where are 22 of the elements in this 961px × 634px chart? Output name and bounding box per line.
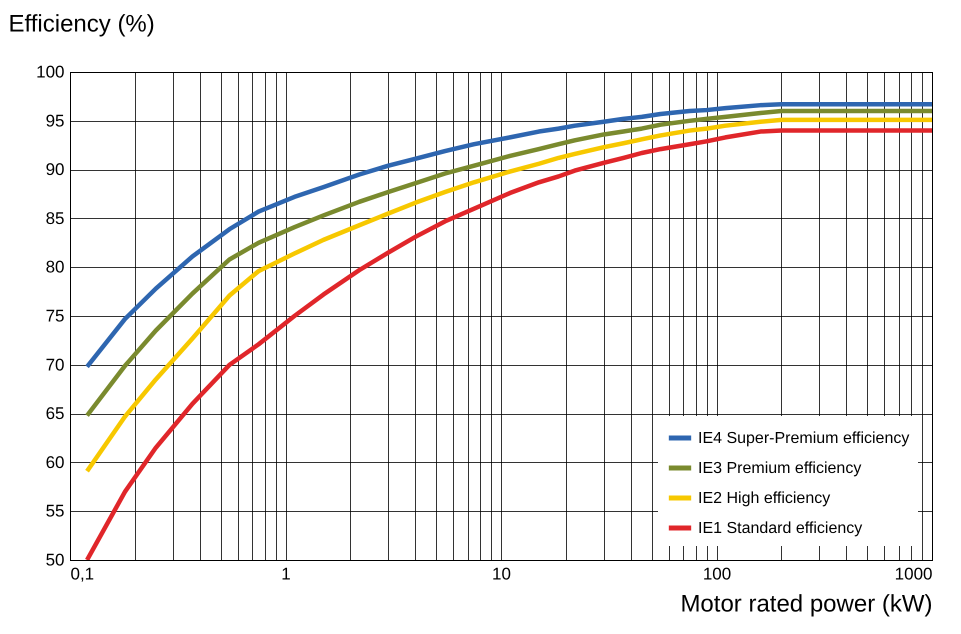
y-axis-title: Efficiency (%) <box>8 10 155 38</box>
x-tick-label: 1 <box>281 564 291 584</box>
x-tick-label: 0,1 <box>70 564 94 584</box>
x-tick-label: 10 <box>492 564 511 584</box>
y-tick-label: 50 <box>46 550 64 570</box>
legend-label: IE2 High efficiency <box>698 490 830 507</box>
y-tick-label: 60 <box>46 452 64 472</box>
y-tick-label: 70 <box>46 355 64 374</box>
y-tick-label: 85 <box>46 208 64 228</box>
y-tick-label: 65 <box>46 404 64 424</box>
y-tick-label: 95 <box>46 111 64 130</box>
y-tick-label: 55 <box>46 502 64 521</box>
x-tick-label: 100 <box>702 564 732 584</box>
legend-label: IE3 Premium efficiency <box>698 460 862 477</box>
y-tick-label: 100 <box>36 62 64 82</box>
legend-label: IE1 Standard efficiency <box>698 520 862 537</box>
y-tick-label: 75 <box>46 306 64 326</box>
legend-label: IE4 Super-Premium efficiency <box>698 430 910 447</box>
y-tick-label: 80 <box>46 258 64 277</box>
x-tick-label: 1000 <box>894 564 932 584</box>
x-axis-title: Motor rated power (kW) <box>680 590 932 618</box>
y-tick-label: 90 <box>46 160 64 180</box>
